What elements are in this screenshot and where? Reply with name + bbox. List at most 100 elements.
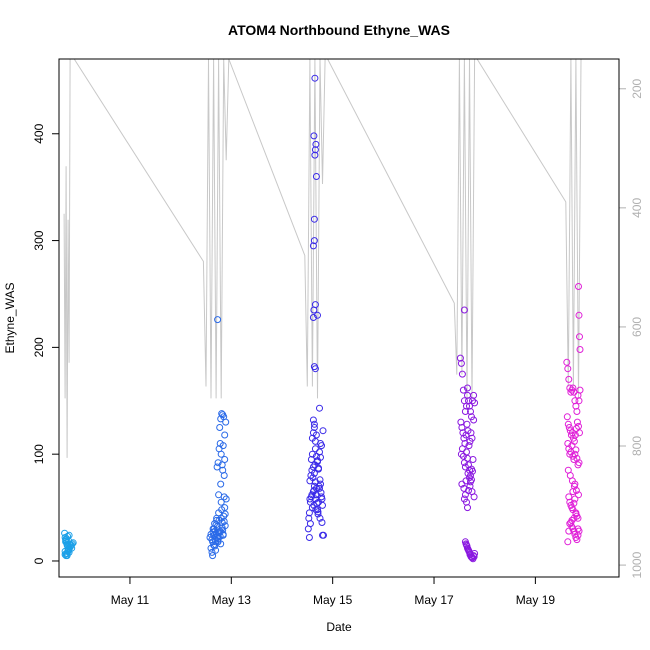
- data-point: [312, 506, 320, 514]
- data-point: [221, 431, 229, 439]
- data-point: [564, 440, 572, 447]
- data-point: [464, 454, 471, 462]
- data-point: [217, 498, 225, 506]
- data-point: [208, 548, 216, 556]
- data-point: [457, 359, 465, 367]
- data-point: [470, 493, 478, 501]
- data-point: [220, 472, 228, 479]
- series-1: [61, 529, 77, 560]
- data-point: [209, 552, 217, 560]
- data-point: [314, 510, 322, 518]
- data-point: [571, 450, 579, 458]
- data-point: [565, 375, 573, 383]
- data-point: [311, 478, 319, 486]
- y-tick-label: 200: [32, 337, 46, 357]
- pressure-trace: [63, 58, 582, 458]
- data-point: [214, 538, 222, 546]
- data-point: [308, 450, 316, 458]
- x-tick-label: May 19: [516, 593, 556, 607]
- data-point: [570, 456, 578, 463]
- y2-tick-label: 200: [630, 78, 644, 98]
- data-point: [464, 384, 471, 392]
- data-point: [576, 333, 583, 341]
- data-point: [568, 442, 576, 450]
- data-point: [306, 495, 314, 503]
- x-tick-label: May 13: [212, 593, 252, 607]
- data-point: [314, 311, 321, 319]
- data-point: [575, 422, 582, 430]
- data-point: [566, 427, 574, 435]
- data-point: [570, 514, 578, 522]
- data-point: [214, 316, 222, 324]
- data-point: [316, 514, 324, 522]
- data-point: [310, 501, 318, 509]
- data-point: [315, 464, 322, 472]
- data-point: [317, 489, 325, 497]
- data-point: [568, 516, 576, 524]
- y2-tick-label: 800: [630, 436, 644, 456]
- y2-tick-label: 1000: [630, 551, 644, 578]
- y-tick-label: 400: [32, 123, 46, 143]
- data-point: [465, 442, 473, 450]
- data-point: [571, 495, 579, 503]
- data-point: [310, 132, 318, 140]
- data-point: [573, 536, 581, 544]
- y-axis-label: Ethyne_WAS: [3, 283, 17, 354]
- data-point: [305, 534, 313, 541]
- x-tick-label: May 17: [414, 593, 454, 607]
- data-point: [310, 424, 318, 431]
- data-point: [218, 524, 226, 532]
- data-point: [312, 431, 320, 439]
- data-point: [320, 531, 327, 539]
- data-point: [318, 495, 326, 503]
- data-point: [316, 404, 323, 412]
- series-2: [206, 316, 230, 560]
- data-point: [318, 442, 325, 450]
- data-point: [574, 525, 582, 533]
- data-point: [575, 311, 583, 319]
- data-point: [464, 469, 472, 477]
- data-point: [460, 306, 468, 314]
- data-point: [571, 431, 579, 439]
- data-point: [309, 314, 317, 321]
- data-point: [211, 542, 219, 550]
- data-point: [319, 427, 327, 435]
- data-point: [471, 399, 479, 407]
- data-point: [222, 418, 230, 426]
- data-point: [219, 531, 227, 539]
- data-point: [307, 472, 315, 479]
- data-point: [311, 365, 319, 373]
- data-point: [464, 504, 471, 512]
- data-point: [467, 553, 475, 561]
- data-point: [564, 365, 572, 373]
- data-point: [219, 442, 227, 450]
- chart-title: ATOM4 Northbound Ethyne_WAS: [228, 22, 450, 38]
- data-point: [64, 545, 72, 553]
- data-point: [470, 391, 478, 399]
- data-point: [467, 478, 474, 486]
- data-point: [569, 452, 577, 460]
- data-point: [215, 491, 223, 499]
- data-point: [470, 553, 478, 561]
- data-point: [564, 538, 572, 546]
- data-point: [575, 397, 583, 405]
- data-point: [218, 461, 226, 469]
- data-point: [575, 283, 582, 290]
- data-point: [309, 242, 317, 250]
- y-tick-label: 0: [32, 557, 46, 564]
- data-point: [572, 510, 580, 518]
- data-point: [311, 151, 319, 159]
- y2-tick-label: 400: [630, 198, 644, 218]
- data-point: [222, 495, 230, 503]
- data-point: [318, 519, 326, 526]
- data-point: [312, 484, 320, 492]
- data-point: [64, 532, 72, 540]
- data-point: [212, 538, 220, 546]
- x-tick-label: May 11: [111, 593, 150, 607]
- data-point: [213, 516, 221, 524]
- data-point: [305, 509, 313, 517]
- data-point: [465, 397, 472, 405]
- data-point: [574, 514, 582, 522]
- data-point: [68, 544, 76, 552]
